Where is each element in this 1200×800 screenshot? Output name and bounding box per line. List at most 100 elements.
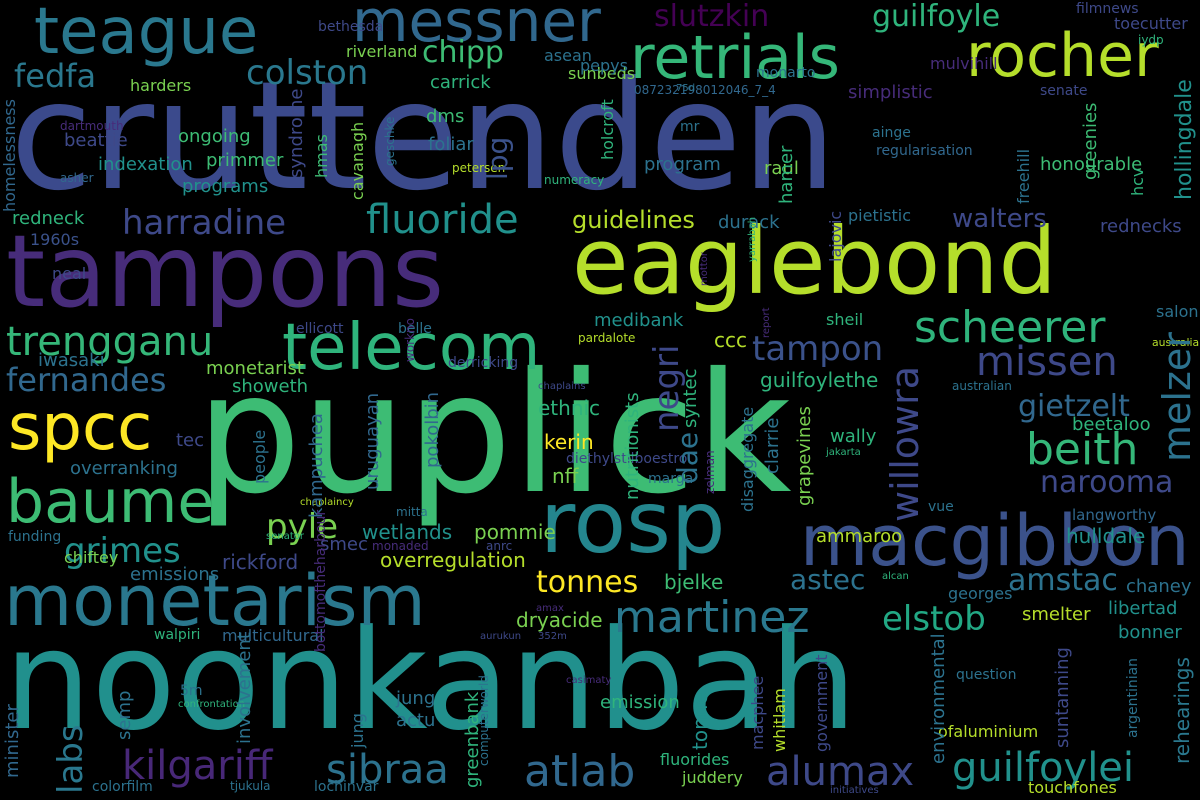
word-fedfa: fedfa (14, 57, 97, 95)
word-primmer: ongoing (178, 126, 251, 147)
word-numeracy: sheil (826, 310, 864, 329)
word-chipp: chipp (422, 35, 504, 70)
word-greenies: hcv (1128, 167, 1147, 196)
word-confrontation: minister (2, 704, 23, 778)
word-sibraa: sibraa (326, 747, 449, 793)
word-pyle: pyle (266, 507, 339, 547)
word-352m: aurukun (480, 631, 522, 642)
word-5m: confrontation (178, 699, 246, 710)
word-suntanning: suntanning (1052, 647, 1073, 748)
word-sunbeds: pepys (580, 56, 628, 75)
word-toecutter: filmnews (1076, 1, 1139, 17)
word-langworthy: langworthy (1072, 506, 1157, 524)
word-narooma: narooma (1040, 465, 1174, 500)
word-salon: australia (1152, 336, 1200, 349)
word-monaded: anrc (486, 539, 513, 553)
word-australia: australian (952, 379, 1012, 393)
word-dryacide: dryacide (516, 608, 603, 632)
word-walters: walters (952, 204, 1047, 234)
word-question: question (956, 667, 1017, 683)
word-gietzelt: gietzelt (1018, 389, 1130, 424)
word-mottor: yarrabah (747, 216, 758, 262)
word-atlab: atlab (524, 746, 636, 797)
word-kerin: kerin (544, 430, 594, 454)
word-eaglebond: eaglebond (572, 208, 1057, 315)
word-involvement: jung (348, 713, 367, 748)
word-pardalote: ellicott (296, 321, 344, 337)
word-tampons: tampons (6, 213, 445, 330)
word-argentinian: argentinian (1125, 657, 1141, 738)
word-ongoing: programs (182, 176, 269, 197)
word-regularisation: freehill (1014, 148, 1033, 204)
word-wally: wally (830, 426, 877, 447)
word-actu: actu (396, 710, 436, 731)
word-kilgariff: kilgariff (122, 743, 273, 789)
word-initiatives: initiatives (830, 785, 879, 796)
word-bethesda: dartmouth (60, 119, 124, 133)
word-report: mottor (699, 252, 710, 286)
word-puplick: puplick (196, 338, 792, 531)
word-75d: mr (680, 119, 700, 135)
word-ellicott: workno (403, 318, 417, 362)
word-carrick: riverland (346, 42, 418, 61)
word-homelessness: homelessness (0, 99, 19, 212)
word-juddery: juddery (682, 768, 743, 787)
word-willowra: willowra (883, 366, 927, 522)
word-jakarta: marga (648, 471, 694, 487)
word-people: people (250, 429, 269, 484)
word-fluoride: fluoride (366, 197, 519, 243)
word-rednecks: rednecks (1100, 216, 1182, 237)
word-harders: carrick (430, 72, 491, 93)
word-honourable: lajovic (826, 210, 845, 262)
word-mpda: primmer (206, 150, 284, 171)
word-tjukula: tjukula (230, 779, 271, 793)
word-neal: neal (52, 264, 87, 283)
word-programs: beattie (64, 130, 128, 151)
word-clarrie: clarrie (762, 417, 783, 475)
word-rosp: rosp (540, 473, 726, 573)
word-semp: 5m (180, 683, 203, 699)
word-georges: alcan (882, 571, 909, 582)
word-durack: durack (718, 212, 780, 233)
word-noonkanbah: noonkanbah (4, 600, 857, 761)
word-raul: raul (764, 158, 799, 179)
word-elstob: elstob (882, 599, 986, 639)
word-dms: foliar (428, 134, 474, 155)
word-amstac: amstac (1008, 563, 1118, 598)
word-tonnes: tonnes (536, 565, 639, 600)
word-alumax: alumax (766, 749, 915, 795)
word-missen: missen (976, 339, 1118, 385)
word-uruguayan: uruguayan (362, 392, 383, 490)
word-derricking: chaplains (538, 381, 586, 392)
word-spcc: spcc (8, 391, 153, 465)
word-belle: pardalote (578, 331, 636, 345)
word-anrc: smec (320, 534, 368, 555)
word-colorfilm: colorfilm (92, 779, 153, 795)
word-baume: baume (6, 467, 215, 537)
word-bottomoftheharbour: amax (536, 603, 564, 614)
word-yarrabah: mitta (396, 505, 428, 519)
word-holcroft: holcroft (598, 99, 617, 160)
word-sheil: salon (1156, 302, 1199, 321)
word-dae: dae (671, 431, 704, 484)
word-ethnic: ethnic (538, 396, 601, 420)
word-rehearings: rehearings (1170, 657, 1194, 764)
word-hmas: hmas (312, 134, 331, 178)
word-martinez: martinez (614, 592, 810, 643)
word-redneck: redneck (12, 208, 85, 229)
word-macgibbon: macgibbon (800, 500, 1190, 582)
word-workno: report (761, 307, 772, 338)
word-messner: messner (352, 0, 601, 55)
word-monetarist: monetarist (206, 358, 304, 379)
word-rickford: rickford (222, 550, 299, 574)
word-amax: 352m (538, 631, 567, 642)
word-libertad: libertad (1108, 598, 1178, 619)
word-beattie: indexation (98, 154, 193, 175)
word-chaplains: jakarta (826, 447, 861, 458)
word-hulldale: hulldale (1066, 524, 1146, 548)
word-beith: beith (1026, 424, 1139, 475)
word-mulvihill: toecutter (1114, 14, 1188, 33)
word-indexation: harders (130, 76, 192, 95)
word-petersen: numeracy (544, 173, 605, 187)
